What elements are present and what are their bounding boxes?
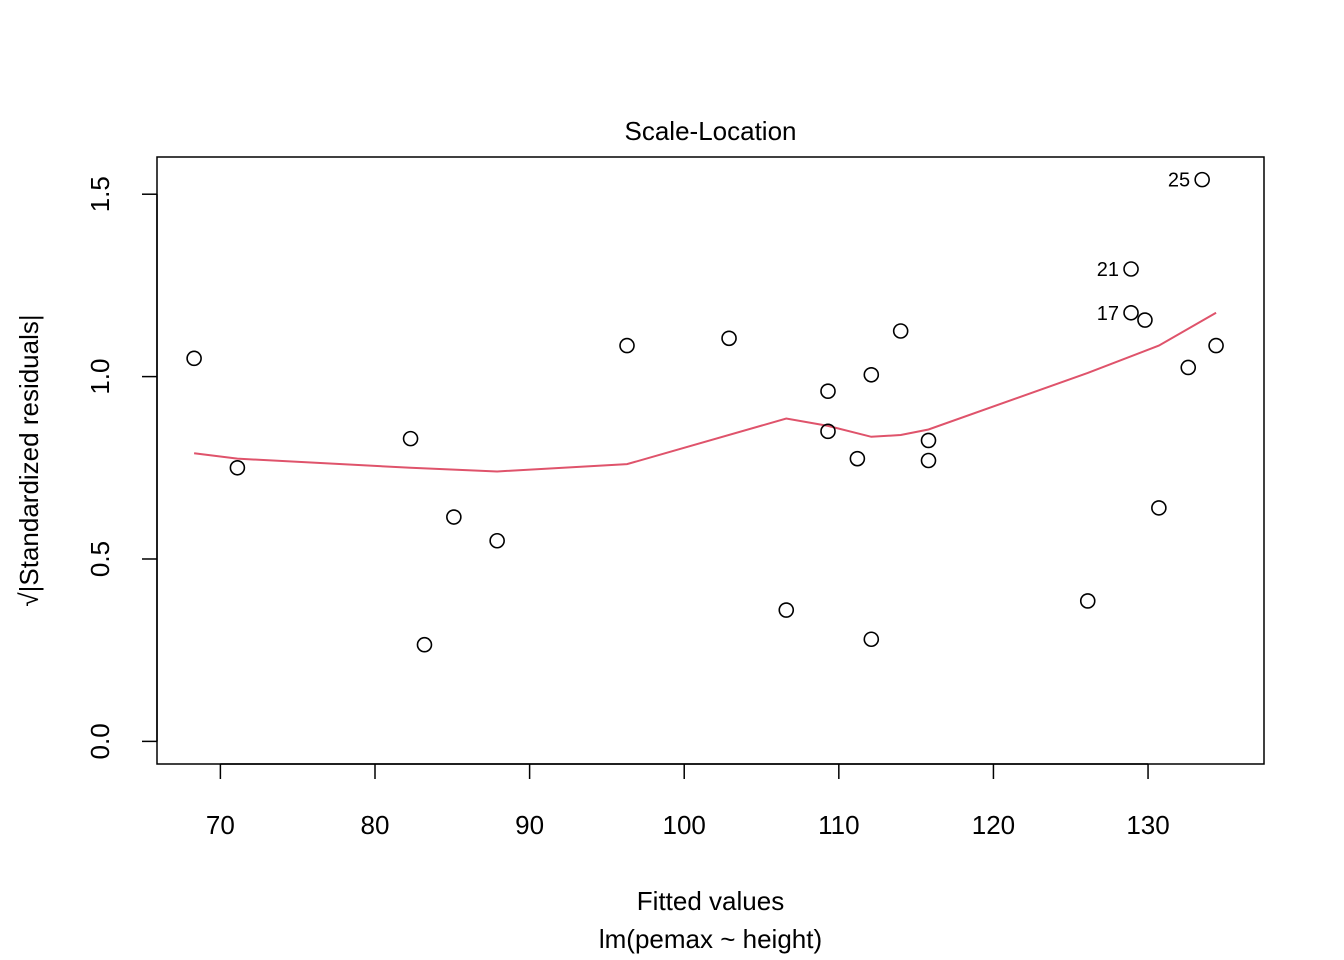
y-tick-label: 1.5	[85, 176, 115, 212]
chart-title: Scale-Location	[625, 116, 797, 146]
data-point	[446, 509, 462, 525]
data-point	[402, 430, 419, 447]
data-point	[1123, 261, 1139, 277]
point-label: 25	[1168, 170, 1190, 192]
smoother-line	[193, 311, 1217, 473]
data-point	[863, 631, 880, 648]
data-point	[1137, 312, 1153, 328]
data-point	[820, 383, 836, 399]
point-label: 17	[1097, 303, 1119, 325]
data-point	[1151, 500, 1167, 516]
model-formula-subtitle: lm(pemax ~ height)	[599, 924, 822, 954]
x-axis: 70 80 90 100 110 120 130	[206, 763, 1170, 840]
y-axis: 0.0 0.5 1.0 1.5	[85, 176, 158, 759]
data-point	[849, 450, 866, 467]
x-axis-label: Fitted values	[637, 886, 784, 916]
data-point	[1194, 171, 1210, 188]
data-point	[229, 459, 246, 476]
y-tick-label: 1.0	[85, 359, 115, 395]
data-point	[619, 337, 635, 354]
point-label: 21	[1097, 259, 1119, 281]
y-tick-label: 0.0	[85, 723, 115, 759]
data-point	[920, 452, 937, 469]
data-point	[820, 423, 836, 440]
y-axis-label: √|Standardized residuals|	[14, 314, 44, 606]
data-point	[920, 432, 937, 449]
data-point	[1208, 337, 1224, 354]
data-point	[1180, 359, 1197, 376]
data-point	[778, 602, 795, 618]
y-tick-label: 0.5	[85, 541, 115, 577]
data-point	[892, 323, 909, 339]
x-tick-label: 110	[818, 810, 859, 840]
point-labels: 21 17 25	[1097, 170, 1190, 325]
data-point	[721, 330, 737, 347]
data-points	[186, 171, 1224, 653]
data-point	[416, 636, 433, 653]
x-tick-label: 100	[663, 810, 706, 840]
x-tick-label: 120	[972, 810, 1015, 840]
data-point	[1079, 593, 1096, 609]
x-tick-label: 130	[1126, 810, 1169, 840]
x-tick-label: 90	[515, 810, 544, 840]
data-point	[1123, 304, 1139, 321]
plot-area-frame	[156, 156, 1265, 765]
x-tick-label: 80	[361, 810, 390, 840]
data-point	[186, 350, 202, 367]
data-point	[863, 366, 880, 383]
data-point	[489, 532, 505, 549]
x-tick-label: 70	[206, 810, 235, 840]
